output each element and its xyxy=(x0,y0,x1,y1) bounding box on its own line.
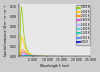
3000 K xyxy=(90,56,91,57)
1400 K xyxy=(71,56,72,57)
1400 K xyxy=(90,56,91,57)
1200 K xyxy=(22,56,23,57)
1400 K xyxy=(61,56,62,57)
2500 K xyxy=(75,56,76,57)
1200 K xyxy=(18,56,20,57)
3000 K xyxy=(21,6,22,7)
2500 K xyxy=(64,56,65,57)
Line: 2500 K: 2500 K xyxy=(19,36,90,56)
1000 K xyxy=(90,56,91,57)
1000 K xyxy=(71,56,72,57)
1800 K xyxy=(64,56,65,57)
1200 K xyxy=(64,56,65,57)
1400 K xyxy=(64,56,65,57)
Legend: 3000 K, 2500 K, 2000 K, 1800 K, 1600 K, 1400 K, 1200 K, 1000 K, 800 K: 3000 K, 2500 K, 2000 K, 1800 K, 1600 K, … xyxy=(76,5,90,45)
1000 K xyxy=(18,56,20,57)
1200 K xyxy=(25,55,26,56)
1600 K xyxy=(71,56,72,57)
3000 K xyxy=(71,56,72,57)
Line: 1800 K: 1800 K xyxy=(19,52,90,56)
1400 K xyxy=(44,56,45,57)
2000 K xyxy=(75,56,76,57)
800 K xyxy=(28,56,30,57)
1800 K xyxy=(71,56,72,57)
Line: 1600 K: 1600 K xyxy=(19,54,90,56)
3000 K xyxy=(18,56,20,57)
Line: 2000 K: 2000 K xyxy=(19,50,90,56)
2500 K xyxy=(71,56,72,57)
X-axis label: Wavelength λ (nm): Wavelength λ (nm) xyxy=(40,64,69,68)
3000 K xyxy=(22,17,23,18)
2000 K xyxy=(61,56,62,57)
1800 K xyxy=(75,56,76,57)
2000 K xyxy=(71,56,72,57)
1000 K xyxy=(61,56,62,57)
2500 K xyxy=(18,56,20,57)
2000 K xyxy=(22,49,23,50)
800 K xyxy=(90,56,91,57)
1600 K xyxy=(44,56,45,57)
2000 K xyxy=(44,56,45,57)
1800 K xyxy=(18,56,20,57)
1600 K xyxy=(22,54,23,55)
1600 K xyxy=(75,56,76,57)
1400 K xyxy=(22,55,23,56)
3000 K xyxy=(44,56,45,57)
1800 K xyxy=(61,56,62,57)
2000 K xyxy=(64,56,65,57)
1200 K xyxy=(61,56,62,57)
1600 K xyxy=(18,56,20,57)
1200 K xyxy=(44,56,45,57)
Y-axis label: Spectral luminance (W m⁻² sr⁻¹ m⁻¹): Spectral luminance (W m⁻² sr⁻¹ m⁻¹) xyxy=(4,5,8,56)
2000 K xyxy=(18,56,20,57)
1000 K xyxy=(26,56,28,57)
Line: 1400 K: 1400 K xyxy=(19,55,90,56)
1600 K xyxy=(61,56,62,57)
800 K xyxy=(75,56,76,57)
3000 K xyxy=(64,56,65,57)
1800 K xyxy=(23,52,24,53)
2000 K xyxy=(90,56,91,57)
800 K xyxy=(64,56,65,57)
800 K xyxy=(44,56,45,57)
1800 K xyxy=(22,52,23,53)
1600 K xyxy=(90,56,91,57)
2500 K xyxy=(61,56,62,57)
3000 K xyxy=(75,56,76,57)
2500 K xyxy=(22,37,23,38)
Line: 3000 K: 3000 K xyxy=(19,7,90,56)
800 K xyxy=(61,56,62,57)
1400 K xyxy=(24,55,25,56)
800 K xyxy=(22,56,23,57)
800 K xyxy=(18,56,20,57)
1200 K xyxy=(90,56,91,57)
800 K xyxy=(71,56,72,57)
1000 K xyxy=(22,56,23,57)
1800 K xyxy=(90,56,91,57)
1000 K xyxy=(64,56,65,57)
2500 K xyxy=(90,56,91,57)
1200 K xyxy=(71,56,72,57)
1400 K xyxy=(18,56,20,57)
1800 K xyxy=(44,56,45,57)
2000 K xyxy=(22,49,23,50)
1200 K xyxy=(75,56,76,57)
2500 K xyxy=(21,36,23,37)
3000 K xyxy=(61,56,62,57)
1600 K xyxy=(23,54,24,55)
2500 K xyxy=(44,56,45,57)
1600 K xyxy=(64,56,65,57)
1400 K xyxy=(75,56,76,57)
1000 K xyxy=(44,56,45,57)
1000 K xyxy=(75,56,76,57)
